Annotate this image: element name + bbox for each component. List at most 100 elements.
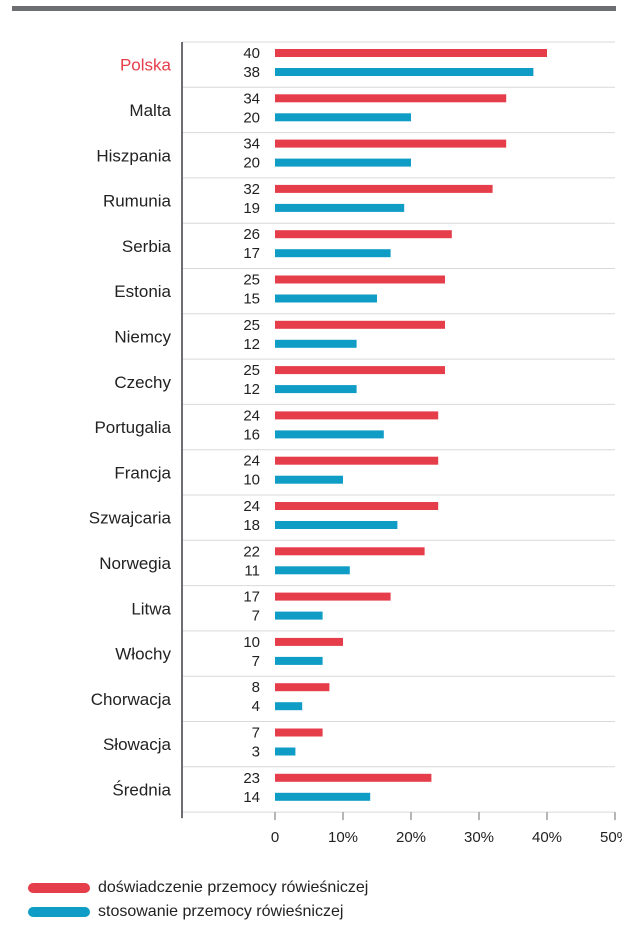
value-label: 17: [243, 589, 260, 606]
legend-item-perpetration: stosowanie przemocy rówieśniczej: [28, 900, 368, 924]
category-label: Hiszpania: [96, 146, 171, 165]
bar-experience: [275, 411, 439, 420]
bar-experience: [275, 230, 452, 239]
legend-item-experience: doświadczenie przemocy rówieśniczej: [28, 876, 368, 900]
bar-perpetration: [275, 475, 343, 484]
value-label: 20: [243, 109, 260, 126]
bar-experience: [275, 94, 507, 103]
value-label: 40: [243, 45, 260, 62]
bar-experience: [275, 637, 343, 646]
bar-experience: [275, 728, 323, 737]
value-label: 25: [243, 362, 260, 379]
category-label: Włochy: [115, 645, 171, 664]
bar-experience: [275, 592, 391, 601]
bar-perpetration: [275, 339, 357, 348]
value-label: 38: [243, 64, 260, 81]
value-label: 12: [243, 381, 260, 398]
value-label: 4: [252, 698, 260, 715]
bar-perpetration: [275, 702, 303, 711]
bar-experience: [275, 773, 432, 782]
bar-perpetration: [275, 113, 411, 122]
legend-swatch-blue: [28, 907, 90, 917]
x-axis-ticks: 0 10% 20% 30% 40% 50%: [271, 812, 622, 846]
bar-perpetration: [275, 249, 391, 258]
value-label: 25: [243, 317, 260, 334]
bar-perpetration: [275, 792, 371, 801]
bar-experience: [275, 275, 445, 284]
category-label: Serbia: [122, 237, 172, 256]
category-label: Szwajcaria: [89, 509, 172, 528]
top-divider-bar: [12, 6, 616, 11]
bar-chart: Polska Malta Hiszpania Rumunia Serbia Estonia…: [89, 41, 622, 846]
value-label: 3: [252, 744, 260, 761]
value-label: 16: [243, 426, 260, 443]
category-label: Czechy: [114, 373, 171, 392]
bar-experience: [275, 502, 439, 510]
value-label: 17: [243, 245, 260, 262]
value-label: 18: [243, 517, 260, 534]
value-label: 34: [243, 90, 260, 107]
value-label: 14: [243, 789, 260, 806]
bar-experience: [275, 139, 507, 148]
value-label: 32: [243, 181, 260, 198]
bar-perpetration: [275, 521, 398, 529]
bar-perpetration: [275, 158, 411, 167]
value-label: 22: [243, 543, 260, 560]
value-label: 10: [243, 634, 260, 651]
x-tick-label: 0: [271, 829, 279, 846]
bar-perpetration: [275, 566, 350, 575]
legend: doświadczenie przemocy rówieśniczej stos…: [28, 876, 368, 924]
x-tick-label: 20%: [396, 829, 426, 846]
category-label: Polska: [120, 56, 172, 75]
category-label: Niemcy: [114, 327, 171, 346]
bar-perpetration: [275, 656, 323, 665]
category-label: Estonia: [114, 282, 171, 301]
value-label: 20: [243, 155, 260, 172]
bar-perpetration: [275, 294, 377, 303]
bar-perpetration: [275, 68, 534, 76]
bar-perpetration: [275, 385, 357, 394]
value-label: 26: [243, 226, 260, 243]
category-label: Malta: [129, 101, 171, 120]
value-label: 24: [243, 453, 260, 470]
value-label: 7: [252, 653, 260, 670]
x-tick-label: 10%: [328, 829, 358, 846]
value-label: 11: [244, 562, 260, 579]
bar-experience: [275, 320, 445, 329]
value-label: 19: [243, 200, 260, 217]
bar-perpetration: [275, 611, 323, 620]
x-tick-label: 50%: [600, 829, 622, 846]
bar-experience: [275, 49, 547, 57]
legend-label-experience: doświadczenie przemocy rówieśniczej: [98, 879, 369, 896]
x-tick-label: 40%: [532, 829, 562, 846]
value-label: 8: [252, 679, 260, 696]
legend-swatch-red: [28, 883, 90, 893]
category-label: Portugalia: [94, 418, 171, 437]
x-tick-label: 30%: [464, 829, 494, 846]
value-labels: 4038342034203219261725152512251224162410…: [243, 45, 260, 806]
value-label: 34: [243, 136, 260, 153]
value-label: 10: [243, 472, 260, 489]
category-label: Chorwacja: [91, 690, 172, 709]
value-label: 24: [243, 407, 260, 424]
bar-experience: [275, 366, 445, 375]
category-label: Rumunia: [103, 192, 172, 211]
category-label: Norwegia: [99, 554, 171, 573]
value-label: 7: [252, 608, 260, 625]
value-label: 25: [243, 272, 260, 289]
bar-experience: [275, 456, 439, 465]
bar-experience: [275, 547, 425, 556]
category-label: Średnia: [112, 780, 171, 799]
value-label: 12: [243, 336, 260, 353]
bar-experience: [275, 184, 493, 193]
category-label: Francja: [114, 463, 171, 482]
bar-perpetration: [275, 747, 296, 756]
value-label: 15: [243, 291, 260, 308]
category-labels: Polska Malta Hiszpania Rumunia Serbia Estonia…: [89, 56, 172, 800]
legend-label-perpetration: stosowanie przemocy rówieśniczej: [98, 903, 344, 920]
bar-perpetration: [275, 430, 384, 439]
bar-experience: [275, 683, 330, 692]
category-label: Słowacja: [103, 735, 172, 754]
value-label: 7: [252, 725, 260, 742]
bar-perpetration: [275, 203, 405, 212]
